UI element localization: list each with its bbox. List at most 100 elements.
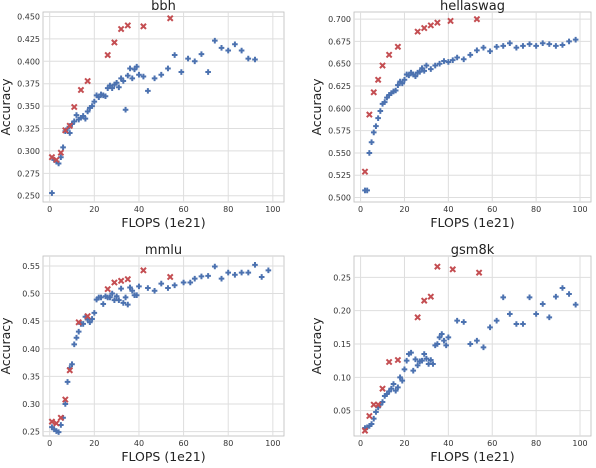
data-point-blue — [118, 285, 124, 292]
data-point-red — [124, 275, 132, 283]
data-point-red — [75, 318, 83, 326]
y-tick-label: 0.30 — [22, 400, 40, 409]
data-point-red — [104, 285, 112, 293]
data-point-blue — [368, 139, 375, 146]
data-point-red — [447, 17, 454, 25]
data-point-red — [374, 76, 382, 84]
data-point-blue — [401, 76, 408, 83]
data-point-red — [394, 356, 402, 364]
data-point-blue — [500, 43, 507, 49]
data-point-blue — [388, 385, 395, 392]
data-point-red — [117, 25, 125, 33]
data-point-blue — [566, 291, 572, 297]
data-point-blue — [91, 98, 98, 105]
y-tick-label: 0.45 — [22, 317, 40, 326]
data-point-blue — [225, 269, 232, 276]
data-point-red — [62, 126, 69, 134]
y-tick-label: 0.400 — [17, 57, 40, 66]
data-point-red — [420, 24, 428, 32]
data-point-red — [48, 418, 56, 425]
data-point-blue — [434, 341, 441, 347]
panel-mmlu: 0 20 40 60 80 100 0.25 0.30 0.35 0.40 0.45 0.50 0.55… — [0, 243, 285, 464]
data-point-red — [449, 266, 457, 273]
y-tick-label: 0.20 — [333, 307, 351, 316]
data-point-blue — [526, 294, 533, 301]
data-point-blue — [474, 337, 480, 344]
data-point-blue — [120, 300, 127, 306]
data-point-blue — [395, 384, 401, 391]
data-point-blue — [467, 52, 474, 58]
data-point-blue — [133, 292, 140, 299]
data-point-blue — [467, 341, 474, 347]
data-point-red — [57, 414, 65, 422]
chart-title: bbh — [151, 0, 176, 14]
data-point-blue — [87, 319, 93, 326]
data-point-blue — [218, 45, 225, 51]
data-point-blue — [49, 190, 55, 196]
y-tick-label: 0.300 — [17, 147, 40, 156]
data-point-blue — [454, 54, 460, 61]
data-point-blue — [423, 355, 430, 362]
data-point-blue — [364, 187, 370, 194]
data-point-red — [111, 279, 118, 286]
y-tick-label: 0.550 — [328, 149, 351, 158]
data-point-blue — [428, 357, 434, 363]
y-tick-label: 0.700 — [328, 15, 351, 24]
data-point-blue — [445, 334, 452, 341]
plot-area — [353, 255, 592, 437]
x-tick-label: 20 — [399, 439, 409, 448]
data-point-blue — [198, 51, 205, 57]
data-point-red — [434, 19, 441, 27]
y-tick-label: 0.15 — [333, 340, 351, 349]
plot-area — [42, 255, 285, 437]
data-point-blue — [252, 56, 258, 63]
x-axis-label: FLOPS (1e21) — [430, 215, 514, 230]
data-point-blue — [127, 284, 133, 291]
data-point-red — [361, 427, 369, 434]
y-tick-label: 0.05 — [333, 407, 351, 416]
data-point-red — [117, 277, 125, 285]
data-point-blue — [116, 297, 122, 303]
data-point-blue — [122, 294, 129, 301]
data-point-blue — [423, 62, 430, 69]
data-point-blue — [421, 68, 428, 74]
data-point-red — [427, 22, 435, 29]
data-point-blue — [373, 123, 379, 129]
data-point-red — [370, 88, 378, 96]
data-point-blue — [421, 351, 428, 357]
data-point-blue — [414, 362, 421, 369]
data-point-red — [427, 293, 435, 300]
y-tick-label: 0.450 — [17, 12, 40, 21]
data-point-blue — [381, 99, 388, 105]
data-point-blue — [64, 379, 71, 385]
data-point-blue — [449, 57, 456, 63]
y-tick-label: 0.35 — [22, 372, 40, 381]
data-point-blue — [62, 401, 69, 407]
data-point-blue — [73, 112, 80, 118]
y-axis-label: Accuracy — [309, 317, 324, 375]
data-point-blue — [198, 273, 205, 280]
data-point-blue — [390, 381, 397, 387]
data-point-blue — [566, 38, 572, 45]
data-point-blue — [520, 43, 526, 49]
data-point-blue — [89, 316, 95, 322]
data-point-blue — [533, 311, 539, 317]
y-tick-label: 0.350 — [17, 102, 40, 111]
data-point-red — [385, 358, 393, 366]
data-point-red — [473, 15, 481, 23]
data-point-blue — [366, 150, 373, 156]
y-tick-label: 0.275 — [17, 169, 40, 178]
data-point-blue — [238, 269, 245, 276]
y-tick-label: 0.675 — [328, 37, 351, 46]
data-point-red — [414, 28, 421, 35]
panel-bbh: 0 20 40 60 80 100 0.250 0.275 0.300 0.325 0.350 0.3… — [0, 0, 285, 230]
data-point-blue — [500, 294, 507, 301]
data-point-red — [379, 385, 386, 392]
data-point-blue — [82, 115, 89, 122]
data-point-blue — [546, 41, 553, 47]
data-point-blue — [225, 47, 232, 54]
y-tick-label: 0.650 — [328, 60, 351, 69]
data-point-blue — [58, 154, 64, 160]
x-tick-label: 40 — [443, 205, 453, 214]
